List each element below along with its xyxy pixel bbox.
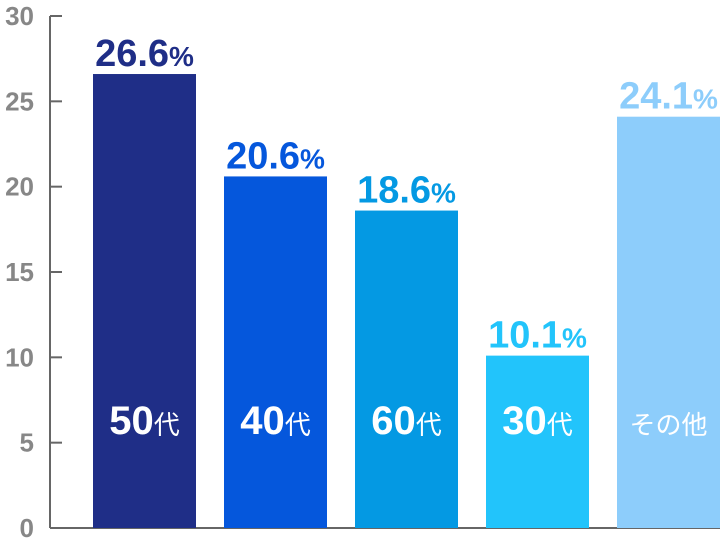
y-tick-label: 20	[5, 172, 34, 202]
data-label-percent: %	[169, 41, 194, 72]
bar	[355, 210, 458, 528]
data-label-value: 10.1	[488, 315, 562, 357]
category-suffix: 代	[416, 410, 442, 440]
category-suffix: 代	[285, 410, 311, 440]
bar	[224, 176, 327, 528]
data-label: 18.6%	[357, 170, 456, 212]
y-tick-label: 5	[20, 428, 34, 458]
data-label-value: 26.6	[95, 33, 169, 75]
bar	[486, 355, 589, 528]
category-text: その他	[629, 410, 707, 440]
data-label: 20.6%	[226, 135, 325, 177]
data-label-value: 18.6	[357, 170, 431, 212]
category-number: 60	[371, 399, 416, 443]
axis-layer: 0 5 10 15 20 25 30	[5, 1, 720, 538]
y-tick-label: 0	[20, 513, 34, 538]
bars-layer	[93, 74, 720, 529]
y-tick-label: 15	[5, 257, 34, 287]
category-label: その他	[629, 410, 707, 440]
category-label: 50代	[109, 399, 180, 443]
category-suffix: 代	[154, 410, 180, 440]
data-label-percent: %	[431, 178, 456, 209]
category-number: 50	[109, 399, 154, 443]
category-number: 40	[240, 399, 285, 443]
category-suffix: 代	[547, 410, 573, 440]
category-number: 30	[502, 399, 547, 443]
data-label: 24.1%	[619, 76, 718, 118]
data-label-value: 20.6	[226, 135, 300, 177]
y-tick-label: 30	[5, 1, 34, 31]
data-label-percent: %	[300, 143, 325, 174]
data-label-percent: %	[562, 323, 587, 354]
data-label: 10.1%	[488, 315, 587, 357]
category-label: 60代	[371, 399, 442, 443]
category-label: 40代	[240, 399, 311, 443]
data-label: 26.6%	[95, 33, 194, 75]
bar	[617, 116, 720, 529]
y-tick-label: 25	[5, 86, 34, 116]
data-label-value: 24.1	[619, 76, 693, 118]
category-label: 30代	[502, 399, 573, 443]
bar	[93, 74, 196, 528]
data-label-percent: %	[693, 84, 718, 115]
y-tick-label: 10	[5, 342, 34, 372]
